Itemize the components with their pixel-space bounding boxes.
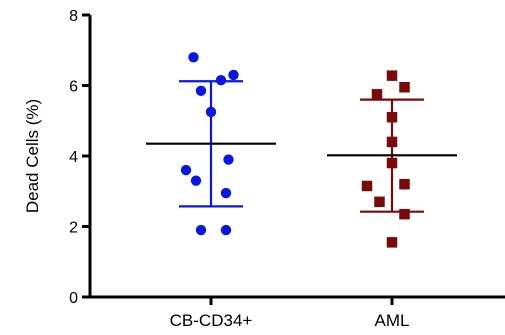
data-point xyxy=(386,136,398,148)
data-point xyxy=(180,164,192,176)
data-point xyxy=(371,89,383,100)
data-point xyxy=(399,82,410,93)
series-cb-cd34- xyxy=(146,52,276,236)
y-tick-label: 8 xyxy=(69,8,78,25)
data-point xyxy=(399,208,410,220)
x-category-label: CB-CD34+ xyxy=(170,311,253,330)
series-aml xyxy=(327,70,457,248)
data-point xyxy=(220,187,232,199)
data-point xyxy=(374,196,385,208)
data-point xyxy=(228,69,239,81)
data-point xyxy=(386,111,398,123)
data-point xyxy=(188,52,199,63)
x-category-label: AML xyxy=(375,311,410,330)
data-point xyxy=(361,180,373,192)
data-point xyxy=(386,157,398,169)
y-tick-label: 6 xyxy=(69,79,78,96)
y-tick-label: 2 xyxy=(69,220,78,237)
data-point xyxy=(190,175,202,186)
y-tick-label: 4 xyxy=(69,149,78,166)
y-axis-label: Dead Cells (%) xyxy=(23,99,42,213)
y-tick-label: 0 xyxy=(69,290,78,307)
data-point xyxy=(220,224,232,236)
data-point xyxy=(223,154,234,165)
data-point xyxy=(195,224,207,236)
axes: 0 2 4 6 8 CB-CD34+ AML xyxy=(69,8,505,330)
data-point xyxy=(205,106,217,118)
data-point xyxy=(399,178,410,190)
data-point xyxy=(215,75,227,86)
data-point xyxy=(386,237,398,248)
data-point xyxy=(386,70,398,81)
data-point xyxy=(195,85,207,96)
series-layer xyxy=(146,52,457,248)
